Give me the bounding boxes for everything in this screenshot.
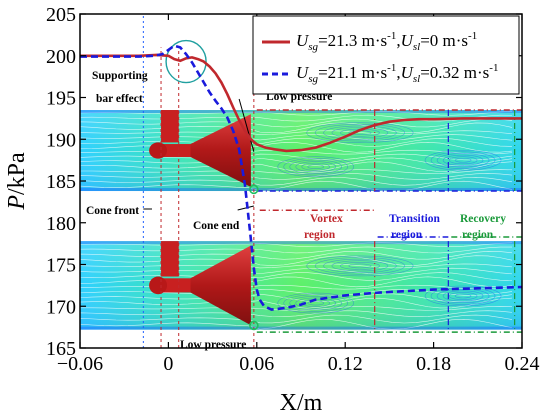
series-line-dashed — [80, 44, 522, 311]
y-axis-label-symbol: P — [4, 195, 30, 211]
vortex-region-label-2: region — [304, 229, 336, 241]
x-tick-label-3: 0.12 — [328, 353, 363, 375]
x-tick-label-4: 0.18 — [416, 353, 451, 375]
y-tick-label-5: 190 — [46, 129, 76, 151]
legend: Usg=21.3 m·s-1,Usl=0 m·s-1 Usg=21.1 m·s-… — [252, 15, 520, 95]
low-pressure-marker-top — [249, 184, 259, 195]
x-tick-label-1: 0 — [163, 353, 173, 375]
x-tick-label-5: 0.24 — [505, 353, 540, 375]
cone-body-bottom — [149, 241, 251, 326]
cone-front-label: Cone front — [86, 205, 139, 217]
y-tick-label-3: 180 — [46, 213, 76, 235]
y-axis-ticks: 165 170 175 180 185 190 195 200 205 — [46, 4, 522, 360]
annotations: Supporting bar effect Low pressure Low p… — [86, 70, 506, 351]
supporting-bar-circle — [165, 39, 207, 84]
vortex-region-label: Vortex — [310, 213, 343, 225]
y-tick-label-6: 195 — [46, 88, 76, 110]
legend-box — [252, 15, 520, 95]
x-tick-label-0: −0.06 — [57, 353, 103, 375]
wall-bottom-top — [80, 188, 522, 192]
x-tick-label-2: 0.06 — [239, 353, 274, 375]
recovery-region-label: Recovery — [460, 213, 506, 225]
cone-end-arrow — [237, 205, 254, 211]
y-tick-label-8: 205 — [46, 4, 76, 26]
y-axis-label-unit: /kPa — [4, 152, 30, 195]
low-pressure-marker-bottom — [249, 320, 259, 331]
y-tick-label-1: 170 — [46, 296, 76, 318]
low-pressure-top-arrow — [238, 98, 255, 152]
legend-entry-solid: Usg=21.3 m·s-1,Usl=0 m·s-1 — [296, 30, 477, 53]
x-axis-label: X/m — [280, 390, 323, 416]
wall-top-bottom — [80, 241, 522, 245]
transition-region-label: Transition — [389, 213, 441, 225]
series-line-solid — [80, 53, 522, 153]
series-layer — [80, 44, 522, 311]
cone-body-top — [149, 110, 251, 187]
transition-region-label-2: region — [391, 229, 423, 241]
wall-top-top — [80, 110, 522, 114]
y-tick-label-4: 185 — [46, 171, 76, 193]
cone-end-label: Cone end — [193, 220, 240, 232]
supporting-bar-label: Supporting — [92, 70, 148, 82]
y-axis-label: P/kPa — [4, 152, 30, 211]
low-pressure-bottom-label: Low pressure — [180, 339, 246, 351]
region-markers — [142, 14, 522, 348]
wall-bottom-bottom — [80, 326, 522, 330]
cfd-flow-panels — [80, 110, 522, 330]
supporting-bar-label-2: bar effect — [96, 93, 143, 105]
y-tick-label-2: 175 — [46, 255, 76, 277]
y-tick-label-0: 165 — [46, 338, 76, 360]
recovery-region-label-2: region — [462, 229, 494, 241]
y-tick-label-7: 200 — [46, 46, 76, 68]
legend-entry-dashed: Usg=21.1 m·s-1,Usl=0.32 m·s-1 — [296, 62, 498, 85]
